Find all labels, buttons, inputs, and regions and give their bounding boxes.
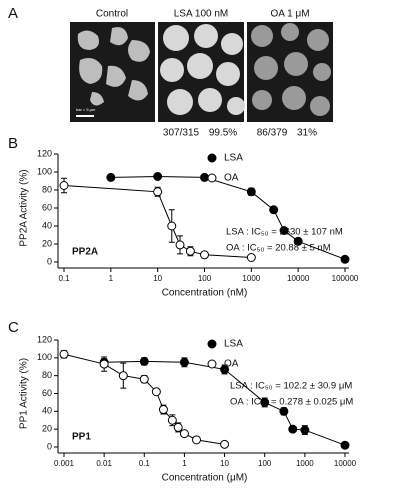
image-title: Control bbox=[96, 9, 128, 20]
annotation: OA : IC₅₀ = 0.278 ± 0.025 μM bbox=[230, 397, 353, 408]
x-tick-label: 10 bbox=[153, 274, 162, 283]
legend-marker bbox=[207, 173, 217, 183]
count: 86/379 bbox=[257, 128, 288, 139]
x-tick-label: 0.1 bbox=[58, 274, 70, 283]
inset-label: PP1 bbox=[72, 432, 91, 443]
point bbox=[59, 181, 69, 190]
point bbox=[179, 357, 189, 367]
point bbox=[293, 236, 303, 246]
y-tick-label: 60 bbox=[42, 202, 52, 212]
y-tick-label: 0 bbox=[47, 256, 52, 266]
point bbox=[167, 415, 177, 425]
y-tick-label: 80 bbox=[42, 370, 52, 380]
point bbox=[279, 226, 289, 235]
x-tick-label: 0.01 bbox=[96, 459, 112, 468]
y-tick-label: 0 bbox=[47, 441, 52, 451]
point bbox=[340, 440, 350, 450]
x-axis-label: Concentration (μM) bbox=[162, 473, 248, 484]
x-tick-label: 10000 bbox=[334, 459, 357, 468]
point bbox=[153, 172, 163, 181]
point bbox=[185, 246, 195, 256]
legend-label: OA bbox=[224, 359, 239, 370]
legend-label: LSA bbox=[224, 153, 243, 164]
panel-label: B bbox=[8, 135, 18, 152]
legend-marker bbox=[207, 153, 217, 163]
y-tick-label: 40 bbox=[42, 406, 52, 416]
point bbox=[288, 424, 298, 434]
point bbox=[340, 254, 350, 264]
point bbox=[200, 250, 209, 260]
y-tick-label: 120 bbox=[37, 334, 52, 344]
legend-marker bbox=[207, 359, 217, 369]
image-title: LSA 100 nM bbox=[174, 9, 228, 20]
point bbox=[279, 406, 289, 416]
x-tick-label: 10 bbox=[220, 459, 229, 468]
y-tick-label: 100 bbox=[37, 352, 52, 362]
panel-label: A bbox=[8, 5, 18, 22]
x-tick-label: 1000 bbox=[296, 459, 314, 468]
point bbox=[167, 221, 177, 231]
x-tick-label: 0.001 bbox=[54, 459, 75, 468]
y-tick-label: 20 bbox=[42, 238, 52, 248]
point bbox=[158, 405, 168, 415]
x-tick-label: 100 bbox=[258, 459, 272, 468]
y-tick-label: 80 bbox=[42, 184, 52, 194]
legend-label: OA bbox=[224, 173, 239, 184]
point bbox=[175, 240, 185, 250]
point bbox=[200, 172, 209, 182]
micrograph: bar = 5 μm bbox=[70, 22, 155, 122]
point bbox=[300, 425, 310, 435]
point bbox=[153, 187, 163, 197]
point bbox=[246, 253, 256, 262]
image-title: OA 1 μM bbox=[270, 9, 309, 20]
point bbox=[139, 356, 149, 366]
x-tick-label: 1 bbox=[182, 459, 187, 468]
scale-bar-label: bar = 5 μm bbox=[76, 107, 96, 112]
percent: 99.5% bbox=[209, 128, 237, 139]
x-tick-label: 1000 bbox=[242, 274, 260, 283]
y-tick-label: 60 bbox=[42, 388, 52, 398]
count: 307/315 bbox=[163, 128, 200, 139]
point bbox=[269, 205, 279, 215]
y-axis-label: PP2A Activity (%) bbox=[19, 169, 30, 246]
annotation: OA : IC₅₀ = 20.88 ± 5 nM bbox=[226, 243, 331, 254]
x-tick-label: 100000 bbox=[332, 274, 359, 283]
x-tick-label: 1 bbox=[109, 274, 114, 283]
panel-label: C bbox=[8, 319, 19, 336]
point bbox=[179, 429, 189, 439]
point bbox=[118, 371, 128, 381]
point bbox=[260, 397, 270, 407]
point bbox=[99, 359, 109, 369]
x-tick-label: 0.1 bbox=[139, 459, 151, 468]
point bbox=[192, 435, 202, 445]
x-tick-label: 10000 bbox=[287, 274, 310, 283]
micrograph bbox=[247, 22, 333, 122]
point bbox=[106, 172, 116, 182]
y-axis-label: PP1 Activity (%) bbox=[19, 358, 30, 429]
y-tick-label: 100 bbox=[37, 166, 52, 176]
point bbox=[151, 387, 161, 397]
annotation: LSA : IC₅₀ = 102.2 ± 30.9 μM bbox=[230, 381, 352, 392]
y-tick-label: 40 bbox=[42, 220, 52, 230]
y-tick-label: 20 bbox=[42, 424, 52, 434]
point bbox=[173, 422, 183, 432]
point bbox=[246, 187, 256, 197]
inset-label: PP2A bbox=[72, 247, 98, 258]
point bbox=[139, 374, 149, 384]
point bbox=[220, 439, 230, 449]
x-tick-label: 100 bbox=[198, 274, 212, 283]
legend-marker bbox=[207, 339, 217, 349]
y-tick-label: 120 bbox=[37, 148, 52, 158]
point bbox=[220, 364, 230, 374]
point bbox=[59, 349, 69, 359]
micrograph bbox=[158, 22, 245, 122]
x-axis-label: Concentration (nM) bbox=[162, 288, 248, 299]
legend-label: LSA bbox=[224, 339, 243, 350]
annotation: LSA : IC₅₀ = 2630 ± 107 nM bbox=[226, 227, 343, 238]
percent: 31% bbox=[297, 128, 317, 139]
